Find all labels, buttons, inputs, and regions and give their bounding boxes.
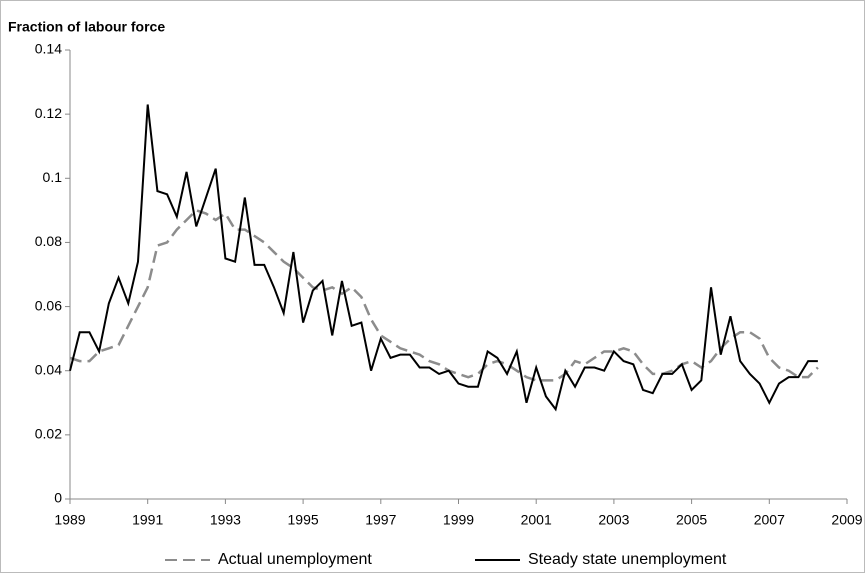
y-tick-label: 0.02 xyxy=(35,426,62,442)
x-tick-label: 2007 xyxy=(754,512,785,528)
x-tick-label: 1999 xyxy=(443,512,474,528)
series-line xyxy=(69,104,818,412)
x-tick-label: 1991 xyxy=(132,512,163,528)
x-tick-label: 2005 xyxy=(676,512,707,528)
y-tick-label: 0.12 xyxy=(35,105,62,121)
x-tick-label: 2009 xyxy=(831,512,862,528)
legend-label: Steady state unemployment xyxy=(528,551,727,568)
y-tick-label: 0.1 xyxy=(43,169,63,185)
y-tick-label: 0.06 xyxy=(35,297,62,313)
x-tick-label: 1989 xyxy=(54,512,85,528)
x-tick-label: 1993 xyxy=(210,512,241,528)
x-tick-label: 2001 xyxy=(521,512,552,528)
x-tick-label: 2003 xyxy=(598,512,629,528)
y-tick-label: 0.08 xyxy=(35,233,62,249)
x-tick-label: 1997 xyxy=(365,512,396,528)
y-tick-label: 0.14 xyxy=(35,41,62,57)
y-tick-label: 0.04 xyxy=(35,361,62,377)
y-tick-label: 0 xyxy=(54,490,62,506)
legend-label: Actual unemployment xyxy=(218,551,372,568)
x-tick-label: 1995 xyxy=(288,512,319,528)
y-axis-label: Fraction of labour force xyxy=(8,19,165,35)
